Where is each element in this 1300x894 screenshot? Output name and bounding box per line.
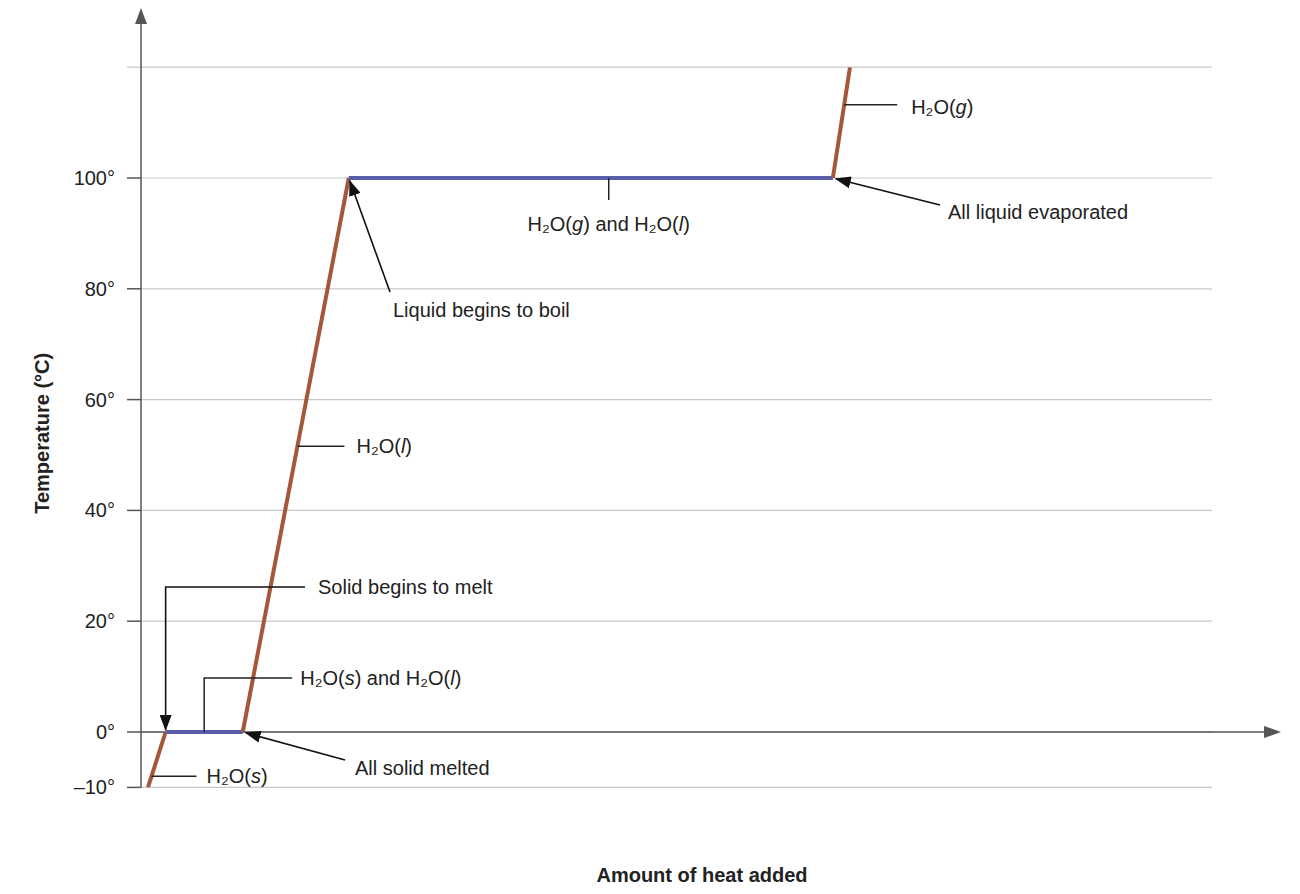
text-part: ) xyxy=(583,213,590,235)
chart: –10° 0° 20° 40° 60° 80° 100° Temperature (°C) Am… xyxy=(0,0,1300,894)
annotations: Solid begins to melt All solid melted Liqu… xyxy=(166,179,1128,779)
text-part: ) xyxy=(455,667,462,689)
x-axis-title: Amount of heat added xyxy=(596,864,807,886)
series-labels: H₂O(s)H₂O(s) and H₂O(l)H₂O(l)H₂O(g) and … xyxy=(151,96,973,787)
tick-mark xyxy=(127,620,141,622)
text-part: ) xyxy=(405,435,412,457)
text-part: ) xyxy=(355,667,362,689)
label-leader xyxy=(204,678,292,732)
text-part: g xyxy=(572,213,583,235)
y-axis xyxy=(140,22,142,787)
annotation-text: Solid begins to melt xyxy=(318,576,493,598)
x-axis xyxy=(141,731,1266,733)
y-axis-arrow xyxy=(135,8,147,24)
annotation-text: All liquid evaporated xyxy=(948,201,1128,223)
text-part: s xyxy=(345,667,355,689)
tick-label: 20° xyxy=(85,610,115,632)
text-part: ) xyxy=(261,765,268,787)
tick-label: 40° xyxy=(85,499,115,521)
tick-mark xyxy=(127,510,141,512)
grid-line xyxy=(141,510,1212,511)
text-part: and H₂O( xyxy=(590,213,679,235)
grid-line xyxy=(141,288,1212,289)
plot-data xyxy=(148,67,850,787)
grid-line xyxy=(141,177,1212,178)
tick-label: 0° xyxy=(96,721,115,743)
tick-label: –10° xyxy=(74,776,115,798)
text-part: and H₂O( xyxy=(361,667,450,689)
annotation-arrow xyxy=(836,179,940,205)
plot-frame-top xyxy=(127,67,1212,68)
text-part: ) xyxy=(967,96,974,118)
annotation-arrow xyxy=(246,733,345,760)
axes xyxy=(135,8,1281,787)
tick-mark xyxy=(127,731,141,733)
label-leader xyxy=(844,104,897,106)
label-leader xyxy=(608,178,610,200)
text-part: H₂O( xyxy=(911,96,956,118)
annotation-arrow xyxy=(350,181,390,292)
grid-line xyxy=(141,399,1212,400)
x-axis-arrow xyxy=(1264,726,1281,738)
tick-label: 80° xyxy=(85,278,115,300)
text-part: ) xyxy=(683,213,690,235)
annotation-text: All solid melted xyxy=(355,757,490,779)
series-line xyxy=(148,732,166,787)
tick-mark xyxy=(127,399,141,401)
series-label: H₂O(s) and H₂O(l) xyxy=(300,667,461,689)
annotation-arrow xyxy=(166,587,305,730)
grid-line xyxy=(141,621,1212,622)
label-leader xyxy=(151,776,196,778)
tick-label: 100° xyxy=(74,167,115,189)
series-line xyxy=(349,176,833,180)
text-part: H₂O( xyxy=(528,213,573,235)
series-label: H₂O(l) xyxy=(356,435,412,457)
series-line xyxy=(243,178,349,732)
text-part: g xyxy=(956,96,967,118)
y-axis-title: Temperature (°C) xyxy=(31,353,53,514)
label-leader xyxy=(297,445,344,447)
tick-mark xyxy=(127,177,141,179)
tick-label: 60° xyxy=(85,389,115,411)
grid: –10° 0° 20° 40° 60° 80° 100° xyxy=(74,67,1212,798)
text-part: H₂O( xyxy=(356,435,401,457)
tick-mark xyxy=(127,288,141,290)
text-part: H₂O( xyxy=(300,667,345,689)
series-label: H₂O(s) xyxy=(206,765,267,787)
grid-line xyxy=(141,787,1212,788)
series-line xyxy=(833,67,850,178)
series-label: H₂O(g) xyxy=(911,96,973,118)
text-part: H₂O( xyxy=(206,765,251,787)
annotation-text: Liquid begins to boil xyxy=(393,299,570,321)
text-part: s xyxy=(251,765,261,787)
tick-mark xyxy=(127,787,141,789)
series-label: H₂O(g) and H₂O(l) xyxy=(528,213,690,235)
